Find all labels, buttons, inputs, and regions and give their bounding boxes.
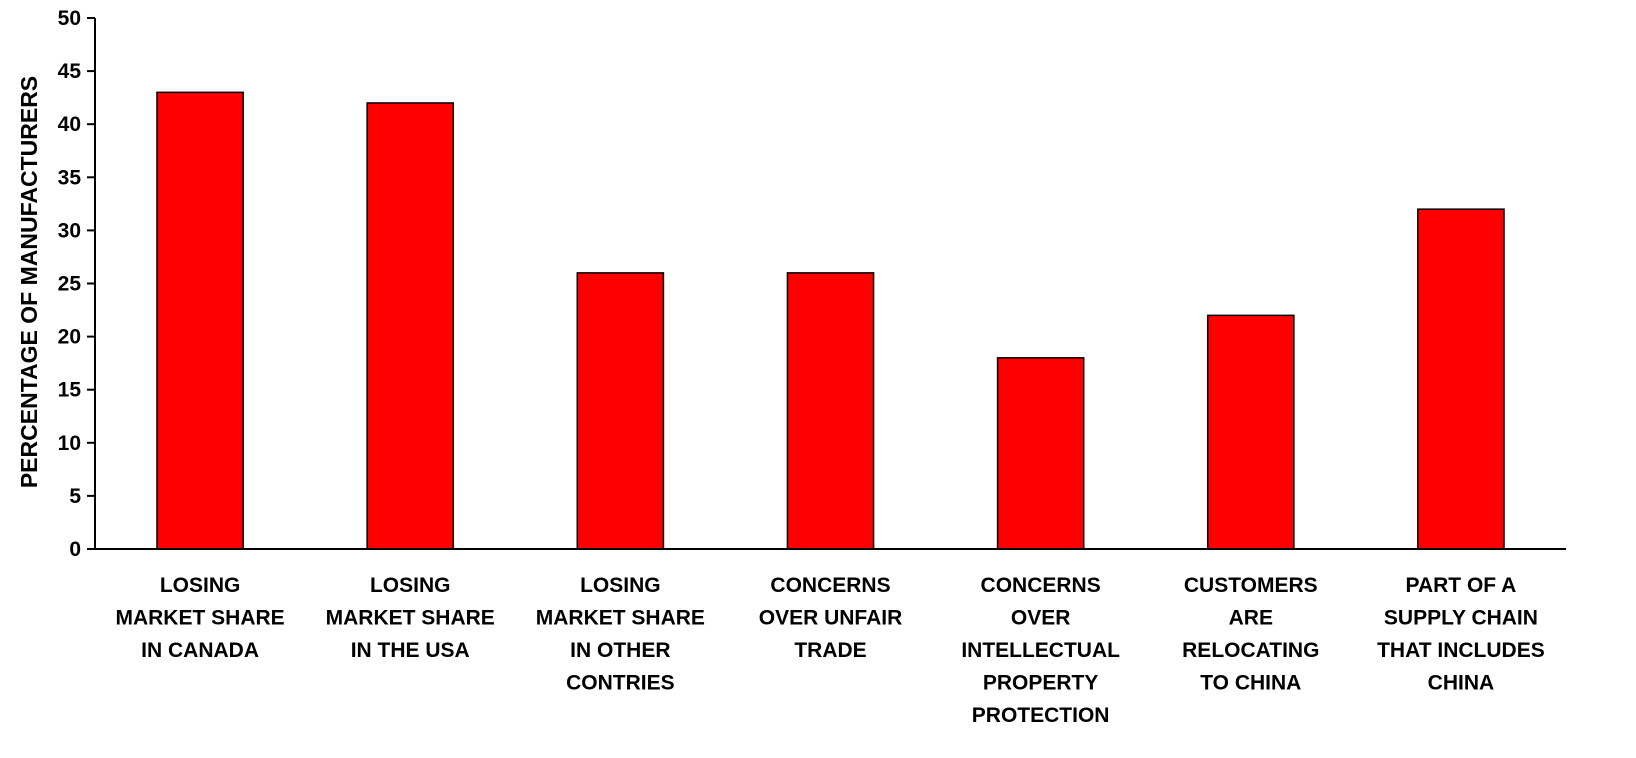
bar bbox=[156, 91, 244, 550]
y-tick-label: 45 bbox=[58, 60, 82, 83]
bars bbox=[156, 91, 1505, 550]
category-label-line: ARE bbox=[1229, 607, 1273, 630]
y-tick-label: 0 bbox=[69, 538, 81, 561]
category-label-line: CONCERNS bbox=[981, 574, 1101, 597]
category-label-line: IN CANADA bbox=[141, 639, 259, 662]
y-tick-label: 20 bbox=[58, 326, 81, 349]
category-label-line: MARKET SHARE bbox=[115, 607, 284, 630]
category-label-line: OVER UNFAIR bbox=[759, 607, 903, 630]
category-label: CUSTOMERS ARE RELOCATING TO CHINA bbox=[1182, 574, 1319, 695]
category-labels: LOSING MARKET SHARE IN CANADA LOSING MARKET … bbox=[115, 574, 1544, 727]
category-label-line: LOSING bbox=[580, 574, 661, 597]
category-label-line: PART OF A bbox=[1406, 574, 1517, 597]
y-tick-label: 25 bbox=[58, 273, 82, 296]
category-label: PART OF A SUPPLY CHAIN THAT INCLUDES CHINA bbox=[1377, 574, 1545, 695]
category-label-line: PROPERTY bbox=[983, 672, 1099, 695]
category-label-line: LOSING bbox=[370, 574, 451, 597]
bar bbox=[786, 272, 875, 550]
bar bbox=[996, 357, 1085, 550]
bar bbox=[576, 272, 665, 550]
bar bbox=[1417, 208, 1505, 550]
category-label-line: CHINA bbox=[1428, 672, 1495, 695]
y-tick-label: 5 bbox=[69, 485, 81, 508]
category-label-line: INTELLECTUAL bbox=[961, 639, 1120, 662]
category-label-line: SUPPLY CHAIN bbox=[1384, 607, 1538, 630]
axes bbox=[94, 18, 1566, 550]
y-tick-label: 10 bbox=[58, 432, 81, 455]
category-label-line: TO CHINA bbox=[1200, 672, 1301, 695]
y-tick-label: 40 bbox=[58, 113, 81, 136]
category-label-line: IN OTHER bbox=[570, 639, 670, 662]
category-label-line: CONTRIES bbox=[566, 672, 675, 695]
category-label-line: TRADE bbox=[794, 639, 866, 662]
category-label: LOSING MARKET SHARE IN CANADA bbox=[115, 574, 284, 662]
category-label-line: CONCERNS bbox=[770, 574, 890, 597]
y-tick-label: 30 bbox=[58, 219, 81, 242]
category-label: LOSING MARKET SHARE IN THE USA bbox=[326, 574, 495, 662]
category-label-line: OVER bbox=[1011, 607, 1071, 630]
category-label-line: THAT INCLUDES bbox=[1377, 639, 1545, 662]
bar bbox=[366, 102, 455, 550]
category-label: LOSING MARKET SHARE IN OTHER CONTRIES bbox=[536, 574, 705, 695]
y-axis-ticks: 0 5 10 15 20 25 30 35 40 45 50 bbox=[58, 7, 95, 561]
category-label-line: CUSTOMERS bbox=[1184, 574, 1318, 597]
category-label-line: LOSING bbox=[160, 574, 241, 597]
category-label-line: MARKET SHARE bbox=[536, 607, 705, 630]
y-axis-title: PERCENTAGE OF MANUFACTURERS bbox=[16, 76, 42, 488]
category-label-line: MARKET SHARE bbox=[326, 607, 495, 630]
category-label-line: IN THE USA bbox=[351, 639, 470, 662]
category-label: CONCERNS OVER INTELLECTUAL PROPERTY PROTECTI… bbox=[961, 574, 1120, 727]
y-tick-label: 35 bbox=[58, 166, 82, 189]
category-label-line: PROTECTION bbox=[972, 704, 1110, 727]
y-tick-label: 15 bbox=[58, 379, 82, 402]
bar bbox=[1206, 314, 1295, 550]
category-label: CONCERNS OVER UNFAIR TRADE bbox=[759, 574, 903, 662]
category-label-line: RELOCATING bbox=[1182, 639, 1319, 662]
y-tick-label: 50 bbox=[58, 7, 81, 30]
